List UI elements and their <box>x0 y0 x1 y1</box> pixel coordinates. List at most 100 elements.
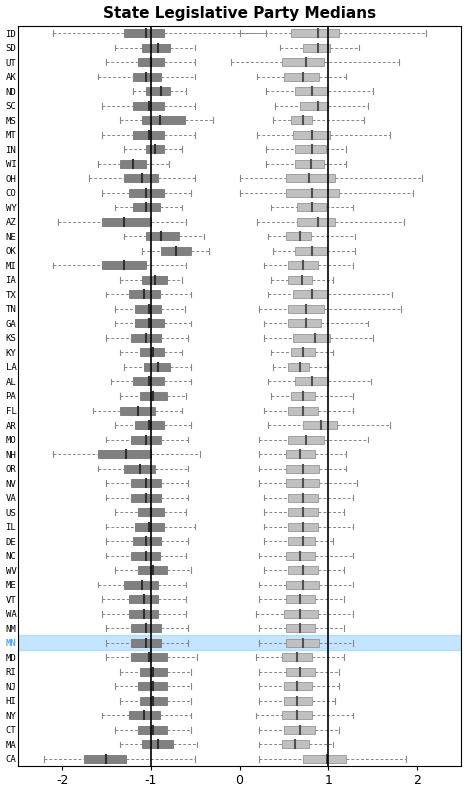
Bar <box>297 218 335 226</box>
Bar <box>137 58 164 66</box>
Bar <box>124 465 155 473</box>
Bar <box>131 552 160 560</box>
Bar <box>297 203 325 211</box>
Bar <box>144 363 170 371</box>
Bar <box>284 610 318 618</box>
Bar <box>282 741 309 749</box>
Bar <box>131 479 162 487</box>
Bar <box>137 508 164 516</box>
Bar <box>102 218 151 226</box>
Bar <box>140 697 167 705</box>
Bar <box>295 159 324 168</box>
Bar <box>291 117 312 125</box>
Bar <box>120 407 155 415</box>
Bar <box>133 131 164 139</box>
Bar <box>291 392 315 400</box>
Bar <box>295 145 325 153</box>
Bar <box>293 131 330 139</box>
Bar <box>291 348 315 356</box>
Bar <box>295 377 328 385</box>
Bar <box>131 493 162 502</box>
Bar <box>98 450 151 458</box>
Bar <box>295 87 328 95</box>
Bar <box>146 232 179 240</box>
Bar <box>162 247 191 255</box>
Bar <box>282 653 312 661</box>
Bar <box>137 682 167 690</box>
Bar <box>133 537 162 545</box>
Bar <box>289 276 312 284</box>
Bar <box>146 87 170 95</box>
Bar <box>289 523 318 531</box>
Bar <box>289 407 318 415</box>
Bar <box>295 247 326 255</box>
Bar <box>289 566 318 574</box>
Bar <box>135 421 164 429</box>
Bar <box>304 755 346 763</box>
Bar <box>293 334 330 342</box>
Bar <box>18 635 461 650</box>
Bar <box>142 117 184 125</box>
Bar <box>289 320 321 328</box>
Bar <box>282 711 312 719</box>
Bar <box>133 377 164 385</box>
Bar <box>84 755 126 763</box>
Bar <box>300 102 328 109</box>
Bar <box>286 450 315 458</box>
Bar <box>131 334 162 342</box>
Bar <box>135 523 164 531</box>
Bar <box>286 189 339 197</box>
Bar <box>142 741 173 749</box>
Bar <box>131 624 162 632</box>
Bar <box>124 580 158 588</box>
Bar <box>140 348 164 356</box>
Bar <box>140 392 167 400</box>
Bar <box>146 145 164 153</box>
Bar <box>293 290 328 298</box>
Bar <box>289 493 318 502</box>
Bar <box>131 653 167 661</box>
Bar <box>137 566 167 574</box>
Bar <box>133 102 164 109</box>
Bar <box>131 638 162 647</box>
Bar <box>133 73 162 81</box>
Bar <box>289 435 324 443</box>
Bar <box>120 159 146 168</box>
Bar <box>286 668 315 676</box>
Bar <box>286 552 315 560</box>
Title: State Legislative Party Medians: State Legislative Party Medians <box>103 6 376 21</box>
Bar <box>286 624 315 632</box>
Bar <box>289 508 318 516</box>
Bar <box>304 44 330 52</box>
Bar <box>135 320 164 328</box>
Bar <box>286 596 315 603</box>
Bar <box>128 189 164 197</box>
Bar <box>289 262 318 270</box>
Bar <box>124 174 158 182</box>
Bar <box>291 29 339 37</box>
Bar <box>102 262 146 270</box>
Bar <box>124 29 164 37</box>
Bar <box>284 697 312 705</box>
Bar <box>286 174 335 182</box>
Bar <box>128 711 160 719</box>
Bar <box>284 73 319 81</box>
Bar <box>284 726 315 734</box>
Bar <box>289 537 315 545</box>
Bar <box>286 479 319 487</box>
Bar <box>140 668 167 676</box>
Bar <box>289 305 324 313</box>
Bar <box>128 610 158 618</box>
Bar <box>282 58 324 66</box>
Bar <box>304 421 337 429</box>
Bar <box>286 580 319 588</box>
Bar <box>128 290 160 298</box>
Bar <box>137 726 167 734</box>
Bar <box>286 232 311 240</box>
Bar <box>128 596 158 603</box>
Bar <box>142 44 170 52</box>
Bar <box>142 276 167 284</box>
Bar <box>284 682 312 690</box>
Bar <box>286 638 319 647</box>
Bar <box>135 305 162 313</box>
